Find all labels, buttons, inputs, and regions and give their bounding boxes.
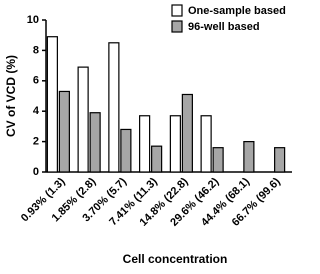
bar	[89, 112, 101, 173]
bar	[243, 141, 255, 173]
legend-swatch	[171, 20, 183, 33]
y-tick-label: 8	[33, 44, 39, 56]
legend-label: One-sample based	[188, 5, 286, 17]
y-axis-label: CV of VCD (%)	[4, 55, 18, 137]
bar	[274, 147, 286, 173]
bar	[46, 36, 58, 173]
bar	[58, 90, 70, 173]
bar	[212, 147, 224, 173]
bar	[200, 115, 212, 173]
legend-swatch	[171, 4, 183, 17]
bar	[151, 145, 163, 173]
y-tick-label: 10	[27, 14, 39, 26]
y-tick-label: 2	[33, 136, 39, 148]
bar	[169, 115, 181, 173]
bar	[77, 66, 89, 173]
y-tick-label: 6	[33, 75, 39, 87]
bar	[139, 115, 151, 173]
legend-label: 96-well based	[188, 21, 260, 33]
bar	[181, 93, 193, 173]
y-tick-label: 4	[33, 105, 40, 117]
bar	[108, 42, 120, 173]
chart: CV of VCD (%) Cell concentration 0 2 4 6 8 10…	[4, 4, 292, 266]
x-axis-label: Cell concentration	[123, 252, 228, 266]
bar	[120, 128, 132, 173]
y-tick-label: 0	[33, 166, 39, 178]
